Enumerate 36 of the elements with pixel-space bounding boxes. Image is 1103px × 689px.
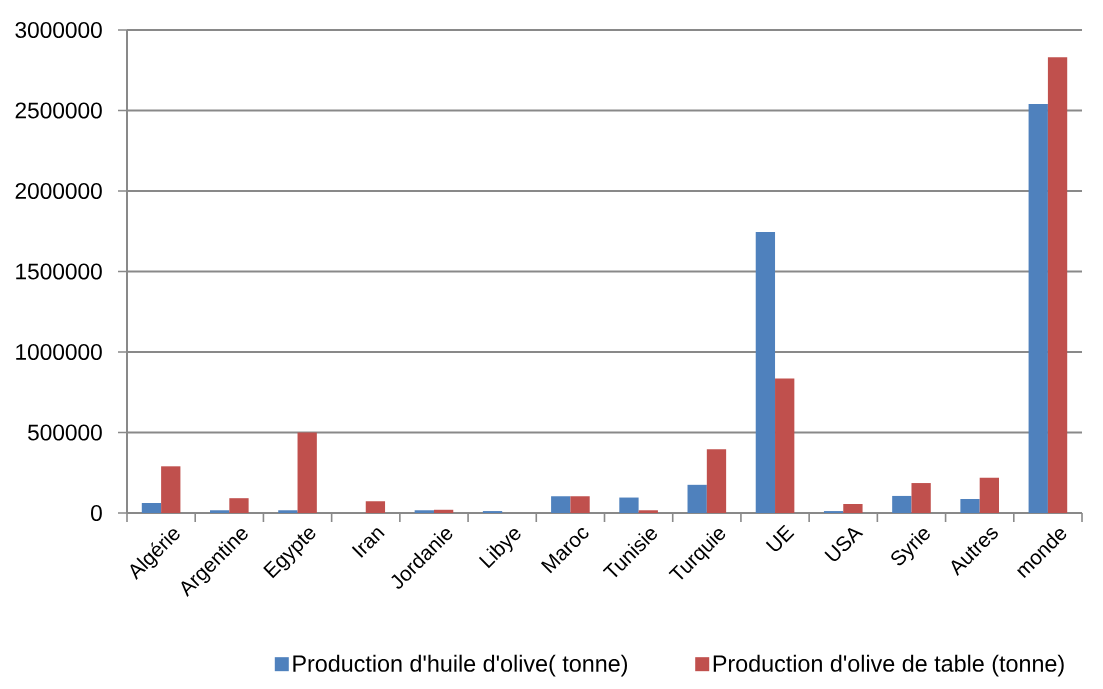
bar xyxy=(229,498,249,513)
y-tick-label: 2500000 xyxy=(15,102,102,119)
x-tick-label: UE xyxy=(765,524,795,552)
bar xyxy=(775,378,795,513)
bar xyxy=(619,497,639,513)
x-tick-label: Iran xyxy=(351,528,385,558)
bar xyxy=(570,496,590,513)
bar xyxy=(161,466,181,513)
bar xyxy=(365,501,386,513)
bar xyxy=(960,498,980,513)
x-tick-label: USA xyxy=(824,528,864,561)
legend-label: Production d'olive de table (tonne) xyxy=(713,654,1064,677)
y-tick-label: 1000000 xyxy=(16,343,102,361)
bar xyxy=(297,432,317,513)
bar xyxy=(141,503,162,513)
y-tick-label: 3000000 xyxy=(15,21,102,39)
bar xyxy=(433,509,454,513)
bar xyxy=(551,496,571,513)
y-tick-label: 0 xyxy=(91,504,102,522)
bar xyxy=(979,477,999,513)
bar xyxy=(210,510,230,513)
legend-label: Production d'huile d'olive( tonne) xyxy=(293,654,627,677)
bar xyxy=(755,232,776,513)
bar xyxy=(1028,104,1048,513)
bar xyxy=(911,483,931,513)
y-tick-label: 2000000 xyxy=(15,182,102,200)
y-tick-label: 1500000 xyxy=(16,263,102,280)
bar xyxy=(638,510,658,513)
bar xyxy=(892,495,912,513)
bar xyxy=(706,449,727,513)
bar xyxy=(843,503,863,513)
bar xyxy=(414,510,434,513)
bar xyxy=(278,510,298,513)
bar xyxy=(687,484,707,513)
bar xyxy=(1047,57,1068,513)
y-tick-label: 500000 xyxy=(28,424,102,441)
